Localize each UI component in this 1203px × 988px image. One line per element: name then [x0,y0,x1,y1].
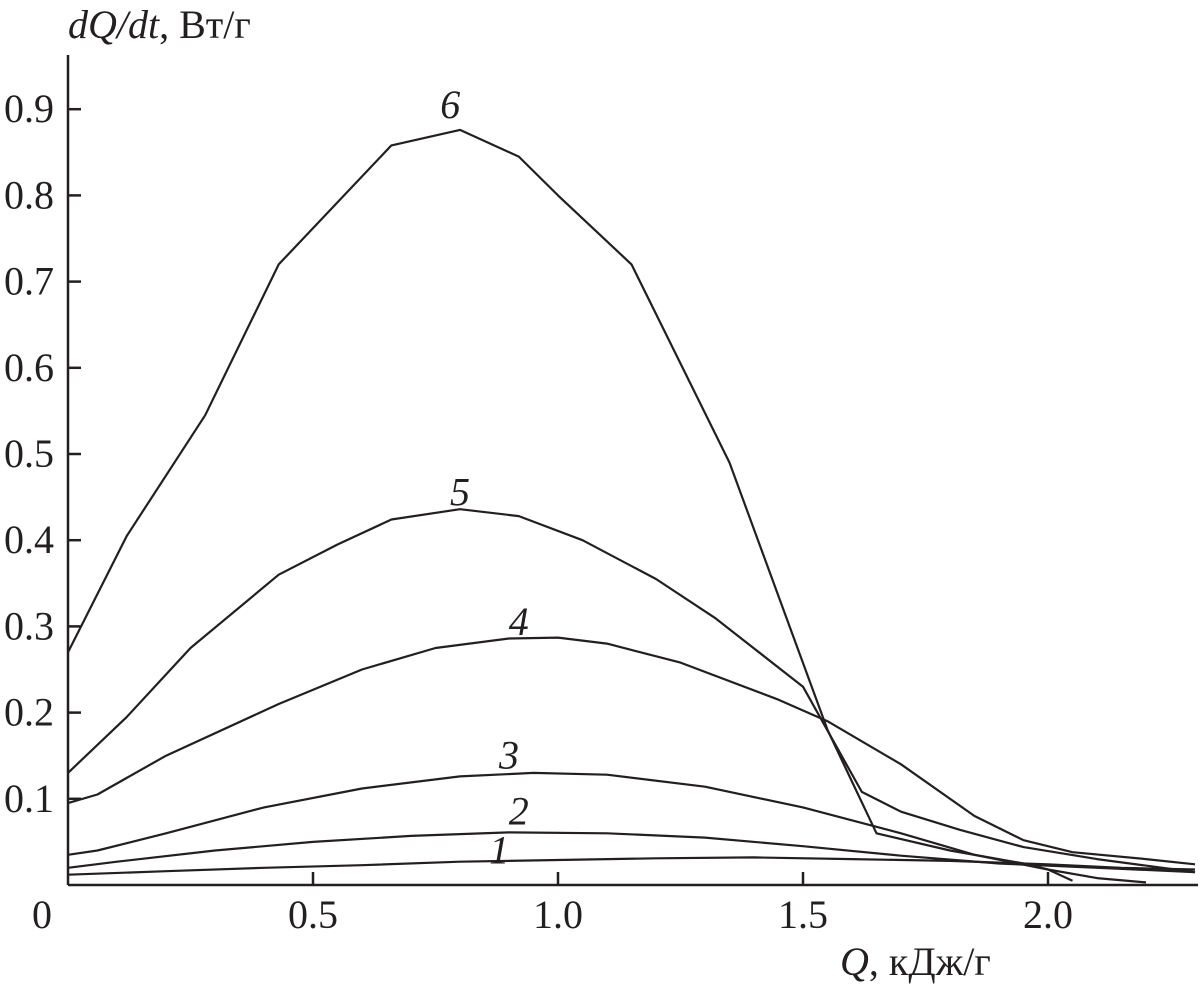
axes [66,55,1198,887]
x-tick-label: 1.5 [778,892,828,937]
y-tick-label: 0.5 [4,431,54,476]
series-label-4: 4 [509,599,529,644]
series-label-5: 5 [450,470,470,515]
y-axis-label-unit: , Вт/г [159,2,251,47]
series-line-2 [67,831,1196,874]
x-tick-label: 0.5 [288,892,338,937]
series-line-5 [67,508,1196,874]
series-labels: 12 3 4 5 6 [440,82,529,873]
series-label-2: 2 [509,789,529,834]
y-axis-label: dQ/dt, Вт/г [68,2,251,47]
x-axis-label: Q, кДж/г [840,939,991,984]
y-axis-label-var: dQ/dt [68,2,160,47]
x-tick-label: 1.0 [533,892,583,937]
x-axis-label-var: Q [840,939,869,984]
y-tick-label: 0.1 [4,776,54,821]
y-tick-label: 0.4 [4,517,54,562]
series-label-1: 1 [489,827,509,872]
x-origin-label: 0 [32,892,52,937]
y-tick-label: 0.3 [4,603,54,648]
series-label-3: 3 [498,733,519,778]
y-tick-label: 0.9 [4,86,54,131]
x-axis-label-unit: , кДж/г [869,939,991,984]
series-line-3 [67,771,1147,884]
x-tick-label: 2.0 [1023,892,1073,937]
y-tick-label: 0.2 [4,690,54,735]
curves [67,128,1196,884]
series-line-4 [67,636,1196,866]
y-tick-label: 0.7 [4,259,54,304]
y-tick-label: 0.6 [4,345,54,390]
y-tick-label: 0.8 [4,172,54,217]
series-line-1 [67,856,1196,876]
y-ticks: 0.1 0.2 0.3 0.4 0.5 0.6 0.7 0.8 0.9 [4,86,81,821]
x-ticks: 0.5 1.0 1.5 2.0 [288,872,1073,937]
series-label-6: 6 [440,82,460,127]
series-line-6 [67,128,1073,882]
